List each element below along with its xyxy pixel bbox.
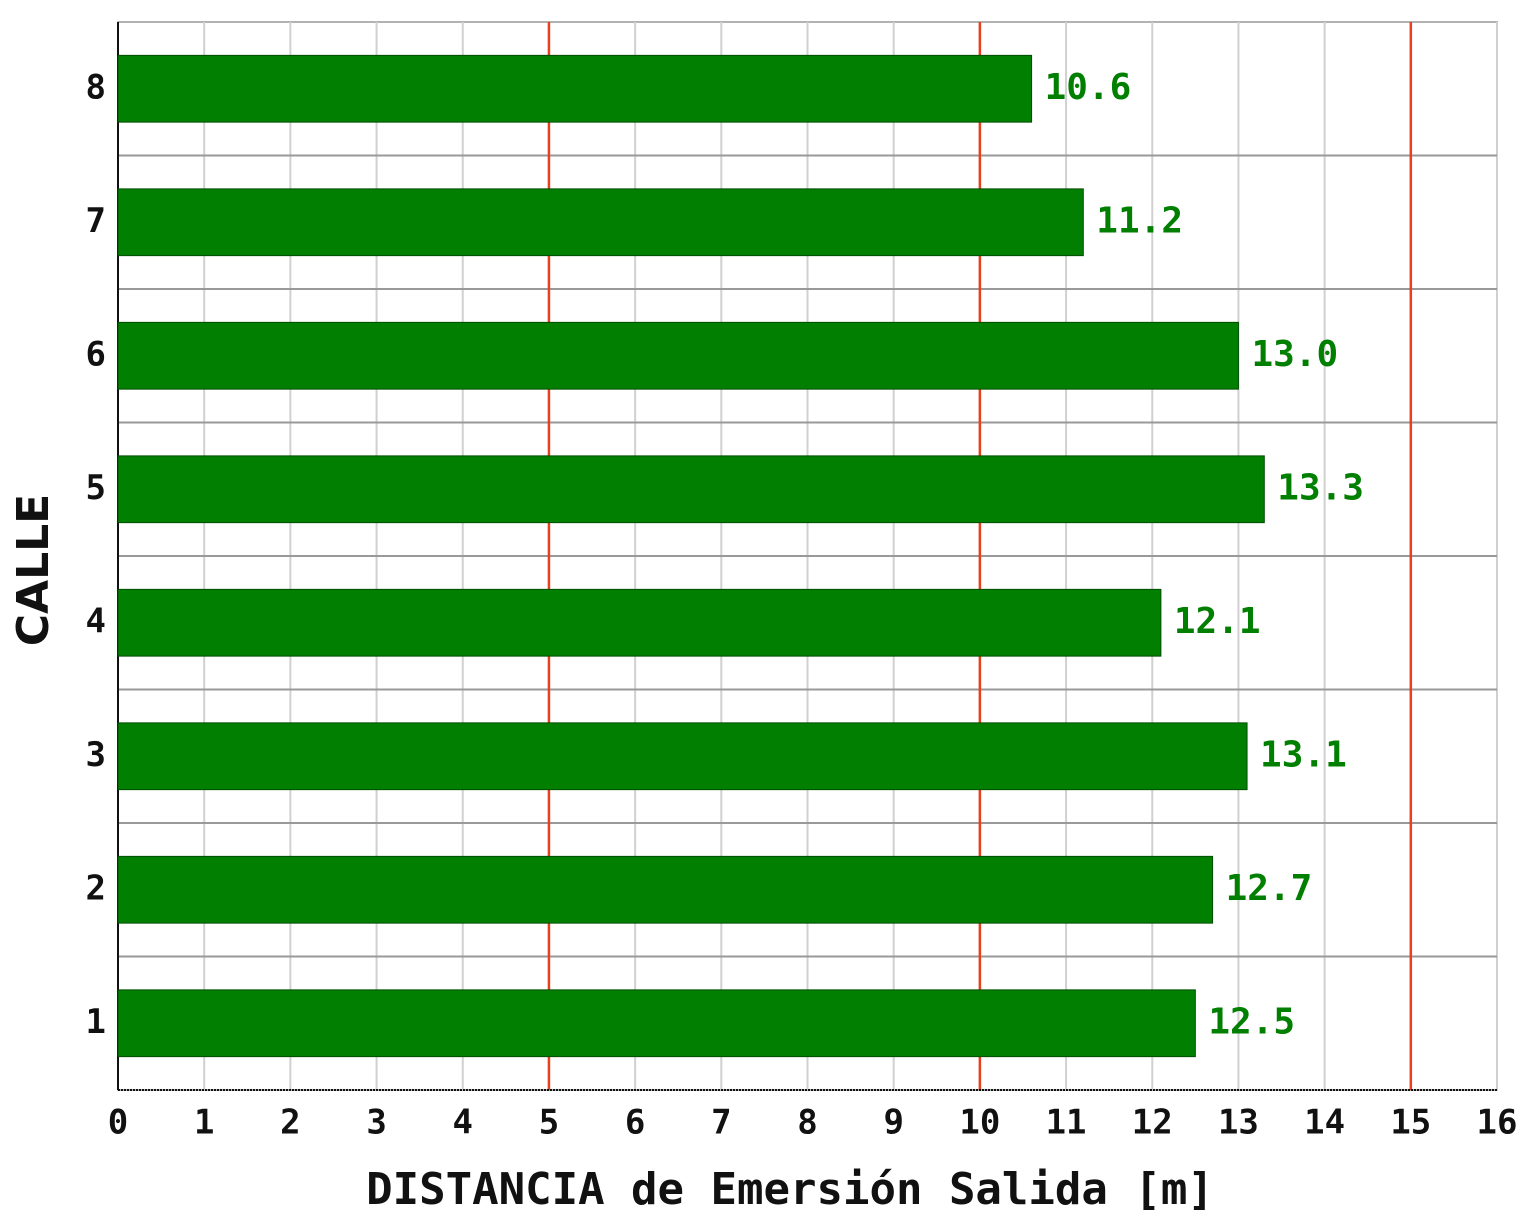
value-label: 12.5 <box>1208 1001 1295 1042</box>
x-tick-label: 9 <box>883 1103 903 1143</box>
y-tick-label: 1 <box>86 1002 106 1042</box>
value-label: 12.1 <box>1174 601 1261 642</box>
x-tick-label: 4 <box>453 1103 473 1143</box>
x-tick-label: 8 <box>797 1103 817 1143</box>
y-axis-label: CALLE <box>8 494 59 646</box>
value-label: 12.7 <box>1226 868 1313 909</box>
x-tick-label: 7 <box>711 1103 731 1143</box>
x-tick-label: 1 <box>194 1103 214 1143</box>
y-tick-label: 7 <box>86 201 106 241</box>
y-tick-label: 5 <box>86 468 106 508</box>
value-label: 13.0 <box>1251 334 1338 375</box>
x-tick-label: 2 <box>280 1103 300 1143</box>
x-tick-label: 15 <box>1390 1103 1431 1143</box>
x-tick-label: 12 <box>1132 1103 1173 1143</box>
bar <box>117 54 1033 123</box>
x-tick-label: 5 <box>539 1103 559 1143</box>
y-tick-label: 8 <box>86 67 106 107</box>
y-tick-label: 3 <box>86 735 106 775</box>
bar <box>117 321 1239 390</box>
x-tick-label: 14 <box>1304 1103 1345 1143</box>
bar <box>117 855 1214 924</box>
x-tick-label: 6 <box>625 1103 645 1143</box>
x-tick-label: 0 <box>108 1103 128 1143</box>
value-label: 13.1 <box>1260 734 1347 775</box>
x-tick-label: 13 <box>1218 1103 1259 1143</box>
value-label: 11.2 <box>1096 200 1183 241</box>
x-tick-label: 10 <box>959 1103 1000 1143</box>
y-tick-label: 2 <box>86 868 106 908</box>
y-tick-label: 4 <box>86 601 106 641</box>
bar <box>117 188 1084 257</box>
value-label: 10.6 <box>1045 67 1132 108</box>
x-tick-label: 16 <box>1477 1103 1517 1143</box>
y-tick-label: 6 <box>86 334 106 374</box>
bar <box>117 989 1196 1058</box>
bar <box>117 588 1162 657</box>
bar <box>117 722 1248 791</box>
x-axis-label: DISTANCIA de Emersión Salida [m] <box>366 1164 1214 1215</box>
x-tick-label: 11 <box>1046 1103 1087 1143</box>
value-label: 13.3 <box>1277 467 1364 508</box>
x-tick-label: 3 <box>366 1103 386 1143</box>
bar <box>117 455 1265 524</box>
